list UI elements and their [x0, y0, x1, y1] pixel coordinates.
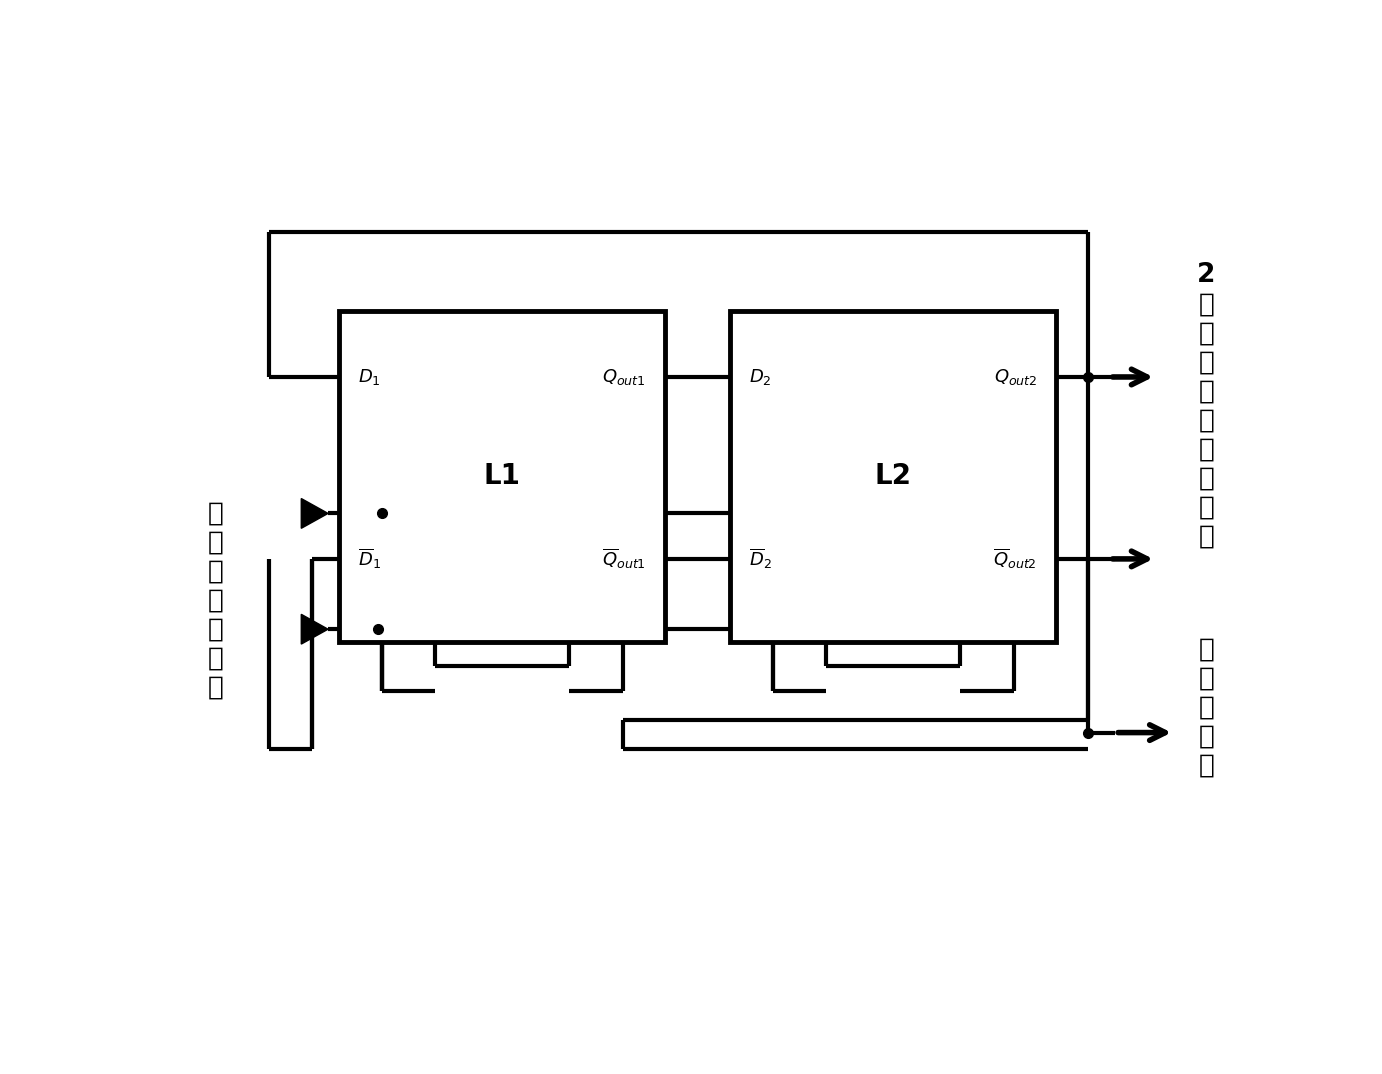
Text: $Q_{out2}$: $Q_{out2}$ [994, 367, 1036, 387]
Text: 偏
置
电
压
端: 偏 置 电 压 端 [1198, 637, 1215, 779]
Text: $\overline{Q}_{out1}$: $\overline{Q}_{out1}$ [603, 547, 647, 571]
Polygon shape [301, 498, 328, 528]
Text: $D_1$: $D_1$ [358, 367, 381, 387]
Text: $Q_{out1}$: $Q_{out1}$ [603, 367, 647, 387]
Text: $\overline{D}_2$: $\overline{D}_2$ [749, 547, 771, 571]
Text: $\overline{D}_1$: $\overline{D}_1$ [358, 547, 381, 571]
Text: $\overline{Q}_{out2}$: $\overline{Q}_{out2}$ [994, 547, 1036, 571]
Polygon shape [301, 614, 328, 644]
FancyBboxPatch shape [339, 310, 666, 641]
Text: 差
分
信
号
输
入
端: 差 分 信 号 输 入 端 [207, 500, 224, 700]
Text: L1: L1 [484, 462, 521, 490]
Text: L2: L2 [875, 462, 912, 490]
Text: 2
分
频
差
分
信
号
输
出
端: 2 分 频 差 分 信 号 输 出 端 [1197, 262, 1216, 550]
Text: $D_2$: $D_2$ [749, 367, 771, 387]
FancyBboxPatch shape [730, 310, 1056, 641]
